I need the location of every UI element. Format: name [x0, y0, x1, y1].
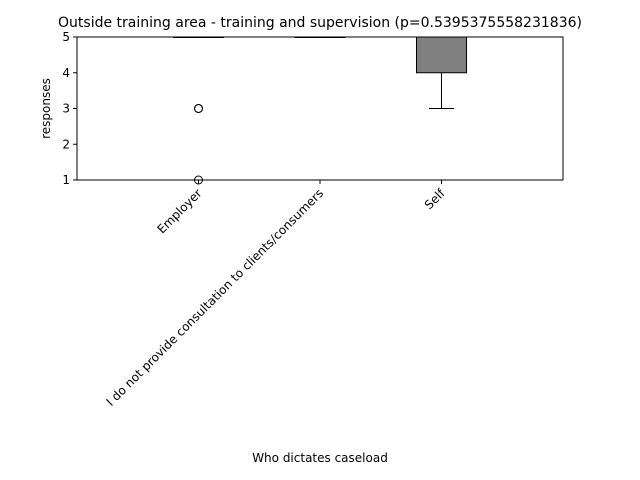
- y-tick-label: 5: [62, 30, 70, 44]
- box-1: [173, 36, 224, 185]
- x-tick-label: I do not provide consultation to clients…: [103, 186, 326, 409]
- x-tick-label: Self: [422, 186, 448, 212]
- box-body: [416, 36, 467, 74]
- y-tick-label: 2: [62, 137, 70, 151]
- plot-area: [173, 36, 467, 185]
- chart-title: Outside training area - training and sup…: [58, 15, 582, 31]
- x-axis-label: Who dictates caseload: [252, 451, 388, 465]
- y-tick-label: 1: [62, 173, 70, 187]
- x-tick-label: Employer: [154, 186, 204, 236]
- box-3: [416, 36, 467, 109]
- y-axis-label: responses: [39, 78, 53, 139]
- outlier-point: [194, 104, 203, 113]
- y-axis: 1 2 3 4 5: [62, 30, 77, 187]
- axes-frame: [76, 36, 564, 181]
- y-tick-label: 4: [62, 66, 70, 80]
- y-tick-label: 3: [62, 102, 70, 116]
